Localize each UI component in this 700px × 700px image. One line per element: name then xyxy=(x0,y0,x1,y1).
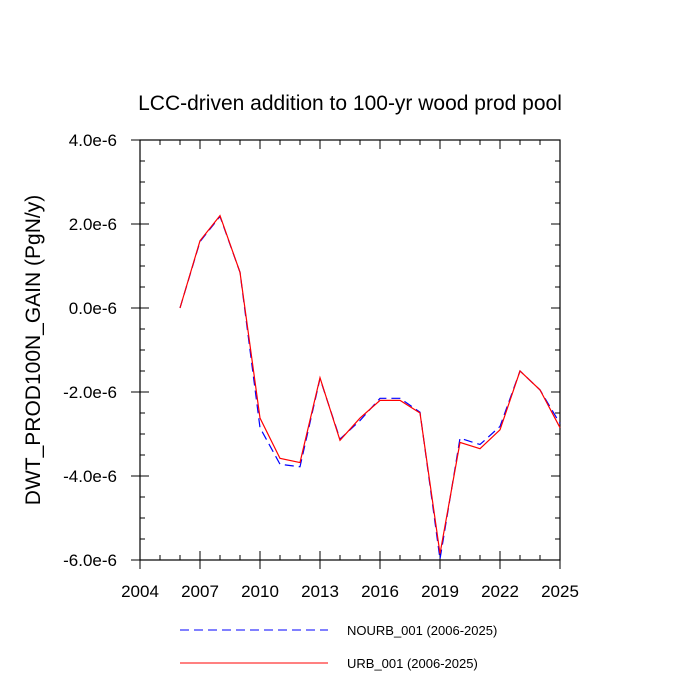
axis-ticks: 2004 2007 2010 2013 2016 2019 2022 2025 -6.0e-6 -… xyxy=(63,131,579,601)
x-tick-label: 2016 xyxy=(361,582,399,601)
legend: NOURB_001 (2006-2025) URB_001 (2006-2025) xyxy=(180,623,497,671)
legend-label: NOURB_001 (2006-2025) xyxy=(347,623,497,638)
x-tick-label: 2019 xyxy=(421,582,459,601)
legend-label: URB_001 (2006-2025) xyxy=(347,656,478,671)
series-lines xyxy=(179,214,561,560)
series-line-nourb xyxy=(179,215,561,560)
y-tick-label: 0.0e-6 xyxy=(69,299,117,318)
x-tick-label: 2025 xyxy=(541,582,579,601)
chart-title: LCC-driven addition to 100-yr wood prod … xyxy=(138,92,562,115)
series-line-urb xyxy=(179,214,561,554)
x-tick-label: 2010 xyxy=(241,582,279,601)
x-tick-label: 2007 xyxy=(181,582,219,601)
y-tick-label: -6.0e-6 xyxy=(63,551,117,570)
y-tick-label: 4.0e-6 xyxy=(69,131,117,150)
y-axis-label: DWT_PROD100N_GAIN (PgN/y) xyxy=(22,195,45,505)
y-tick-label: -4.0e-6 xyxy=(63,467,117,486)
plot-frame xyxy=(139,139,561,561)
x-tick-label: 2004 xyxy=(121,582,159,601)
y-tick-label: -2.0e-6 xyxy=(63,383,117,402)
plot-border xyxy=(139,139,561,561)
y-tick-label: 2.0e-6 xyxy=(69,215,117,234)
x-tick-label: 2013 xyxy=(301,582,339,601)
x-tick-label: 2022 xyxy=(481,582,519,601)
